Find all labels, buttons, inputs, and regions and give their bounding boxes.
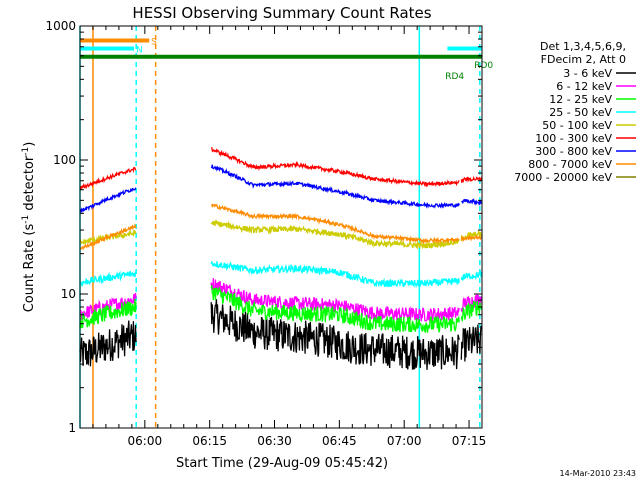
legend-header-0: Det 1,3,4,5,6,9, [540,40,626,53]
legend-label-5: 100 - 300 keV [535,132,612,145]
legend: Det 1,3,4,5,6,9,FDecim 2, Att 03 - 6 keV… [514,40,636,184]
y-axis-label-end: ) [22,142,37,147]
series-6-segment-1 [210,164,460,209]
series-2-segment-2 [460,300,483,322]
x-tick-label-1: 06:15 [192,434,227,448]
y-tick-label-1: 10 [61,287,76,301]
series-5-segment-0 [79,167,137,191]
y-axis-label-sup2: -1 [21,147,31,156]
x-tick-label-2: 06:30 [257,434,292,448]
flag-bars: SN RD4 RD0 [80,37,493,82]
series-6-segment-2 [461,198,483,206]
legend-label-0: 3 - 6 keV [563,67,612,80]
series-4-segment-0 [79,229,137,245]
series-0-segment-0 [79,320,137,367]
series-2-segment-1 [210,285,460,333]
axis-ticks: 06:00 06:15 06:30 06:45 07:00 07:15 1 10 100 1000 [45,19,486,448]
series-5-segment-1 [210,146,460,188]
series-7-segment-2 [460,234,482,242]
flag-label-1: N [136,45,143,55]
legend-label-1: 6 - 12 keV [556,80,612,93]
y-axis-label: Count Rate (s-1 detector-1) [21,142,37,313]
y-tick-label-0: 1 [68,421,76,435]
series-7-segment-0 [79,223,137,251]
legend-label-6: 300 - 800 keV [535,145,612,158]
y-tick-label-3: 1000 [45,19,76,33]
series-6-segment-0 [79,187,137,214]
series-5-segment-2 [460,175,483,184]
legend-label-4: 50 - 100 keV [542,119,612,132]
x-tick-label-0: 06:00 [128,434,163,448]
series-3-segment-2 [460,270,483,281]
series-0-segment-1 [210,299,460,370]
x-tick-label-3: 06:45 [322,434,357,448]
series-2-segment-0 [79,298,137,329]
flag-label-0: S [151,37,157,47]
legend-header-1: FDecim 2, Att 0 [541,53,626,66]
series-1-segment-0 [79,292,137,321]
legend-label-7: 800 - 7000 keV [528,158,612,171]
x-tick-label-5: 07:15 [452,434,487,448]
series-4-segment-1 [210,218,460,250]
plot-frame [79,25,483,429]
series-3-segment-0 [79,270,137,287]
series-lines [79,146,483,370]
footer-timestamp: 14-Mar-2010 23:43 [560,469,637,478]
y-axis-label-mid: detector [22,155,37,215]
annotation-1: RD0 [474,61,493,71]
series-7-segment-1 [210,203,460,245]
y-axis-label-sup1: -1 [21,215,31,224]
y-axis-label-base: Count Rate (s [22,224,37,313]
series-0-segment-2 [460,324,482,362]
legend-label-8: 7000 - 20000 keV [514,171,612,184]
series-3-segment-1 [210,261,460,289]
legend-label-2: 12 - 25 keV [549,93,612,106]
y-tick-label-2: 100 [53,153,76,167]
x-tick-label-4: 07:00 [387,434,422,448]
annotation-0: RD4 [445,72,464,82]
legend-label-3: 25 - 50 keV [549,106,612,119]
x-axis-label: Start Time (29-Aug-09 05:45:42) [176,456,388,471]
chart-title: HESSI Observing Summary Count Rates [132,4,431,22]
